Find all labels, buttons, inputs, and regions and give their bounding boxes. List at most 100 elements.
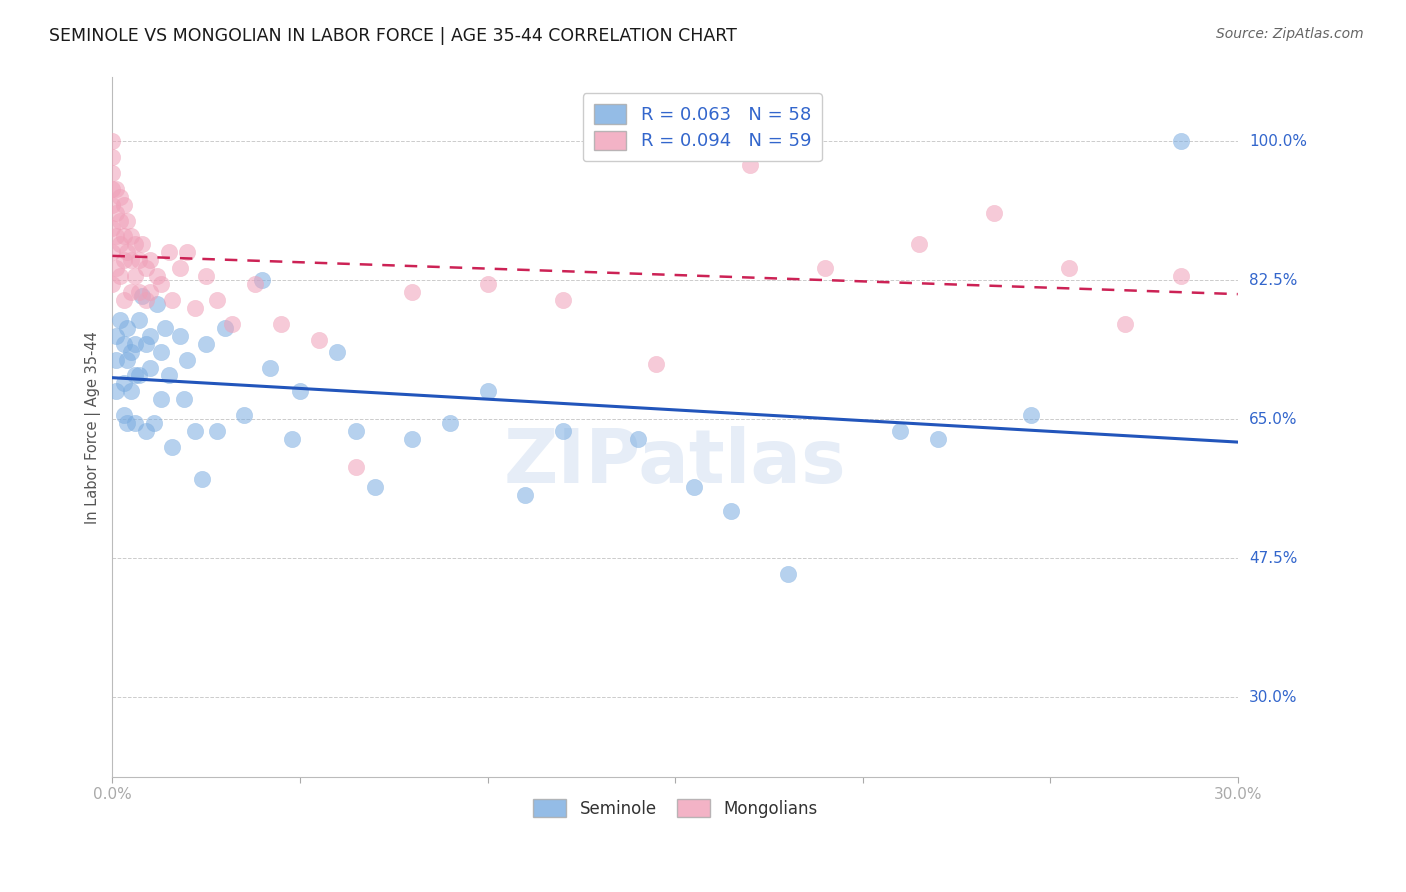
Point [927, 432, 949, 446]
Point [720, 503, 742, 517]
Point [139, 360, 162, 375]
Point [112, 409, 135, 423]
Point [157, 245, 180, 260]
Point [173, 392, 195, 407]
Point [105, 384, 128, 399]
Point [124, 336, 146, 351]
Point [112, 376, 135, 391]
Point [105, 182, 128, 196]
Point [169, 261, 191, 276]
Point [117, 245, 139, 260]
Point [101, 134, 124, 148]
Point [281, 432, 304, 446]
Point [101, 245, 124, 260]
Point [207, 424, 229, 438]
Point [128, 313, 150, 327]
Point [101, 197, 124, 211]
Point [120, 344, 142, 359]
Text: 100.0%: 100.0% [1249, 134, 1308, 149]
Point [108, 189, 131, 203]
Text: ZIPatlas: ZIPatlas [503, 425, 846, 499]
Point [128, 368, 150, 383]
Point [105, 328, 128, 343]
Text: 65.0%: 65.0% [1249, 412, 1298, 426]
Point [128, 285, 150, 299]
Point [101, 166, 124, 180]
Point [176, 352, 198, 367]
Point [117, 320, 139, 334]
Point [195, 336, 218, 351]
Point [1114, 317, 1136, 331]
Point [135, 424, 157, 438]
Point [401, 432, 423, 446]
Point [184, 424, 207, 438]
Point [120, 384, 142, 399]
Point [645, 357, 668, 371]
Point [477, 277, 499, 291]
Point [108, 237, 131, 252]
Point [108, 213, 131, 227]
Point [439, 416, 461, 430]
Point [401, 285, 423, 299]
Point [120, 253, 142, 268]
Legend: Seminole, Mongolians: Seminole, Mongolians [526, 792, 824, 824]
Point [214, 320, 236, 334]
Point [626, 432, 648, 446]
Point [195, 269, 218, 284]
Point [153, 320, 176, 334]
Point [169, 328, 191, 343]
Point [117, 352, 139, 367]
Point [101, 221, 124, 235]
Point [207, 293, 229, 307]
Text: 30.0%: 30.0% [1249, 690, 1298, 705]
Point [135, 261, 157, 276]
Point [513, 488, 536, 502]
Point [101, 150, 124, 164]
Point [1170, 269, 1192, 284]
Point [112, 336, 135, 351]
Point [259, 360, 281, 375]
Point [252, 273, 274, 287]
Point [131, 237, 153, 252]
Point [108, 269, 131, 284]
Text: 47.5%: 47.5% [1249, 550, 1298, 566]
Point [117, 416, 139, 430]
Point [120, 229, 142, 244]
Point [176, 245, 198, 260]
Text: Source: ZipAtlas.com: Source: ZipAtlas.com [1216, 27, 1364, 41]
Text: SEMINOLE VS MONGOLIAN IN LABOR FORCE | AGE 35-44 CORRELATION CHART: SEMINOLE VS MONGOLIAN IN LABOR FORCE | A… [49, 27, 737, 45]
Point [139, 285, 162, 299]
Point [146, 297, 169, 311]
Point [908, 237, 931, 252]
Point [108, 313, 131, 327]
Point [162, 440, 184, 454]
Point [551, 293, 574, 307]
Point [135, 336, 157, 351]
Point [221, 317, 243, 331]
Text: 82.5%: 82.5% [1249, 273, 1298, 287]
Point [112, 293, 135, 307]
Point [308, 333, 330, 347]
Point [776, 567, 799, 582]
Point [105, 261, 128, 276]
Point [1170, 134, 1192, 148]
Point [162, 293, 184, 307]
Point [232, 409, 254, 423]
Point [270, 317, 292, 331]
Point [150, 344, 173, 359]
Point [344, 459, 367, 474]
Point [105, 229, 128, 244]
Point [112, 197, 135, 211]
Point [131, 289, 153, 303]
Point [157, 368, 180, 383]
Point [139, 328, 162, 343]
Point [117, 213, 139, 227]
Point [477, 384, 499, 399]
Point [124, 416, 146, 430]
Point [184, 301, 207, 315]
Point [682, 480, 704, 494]
Point [135, 293, 157, 307]
Point [124, 237, 146, 252]
Y-axis label: In Labor Force | Age 35-44: In Labor Force | Age 35-44 [86, 331, 101, 524]
Point [814, 261, 837, 276]
